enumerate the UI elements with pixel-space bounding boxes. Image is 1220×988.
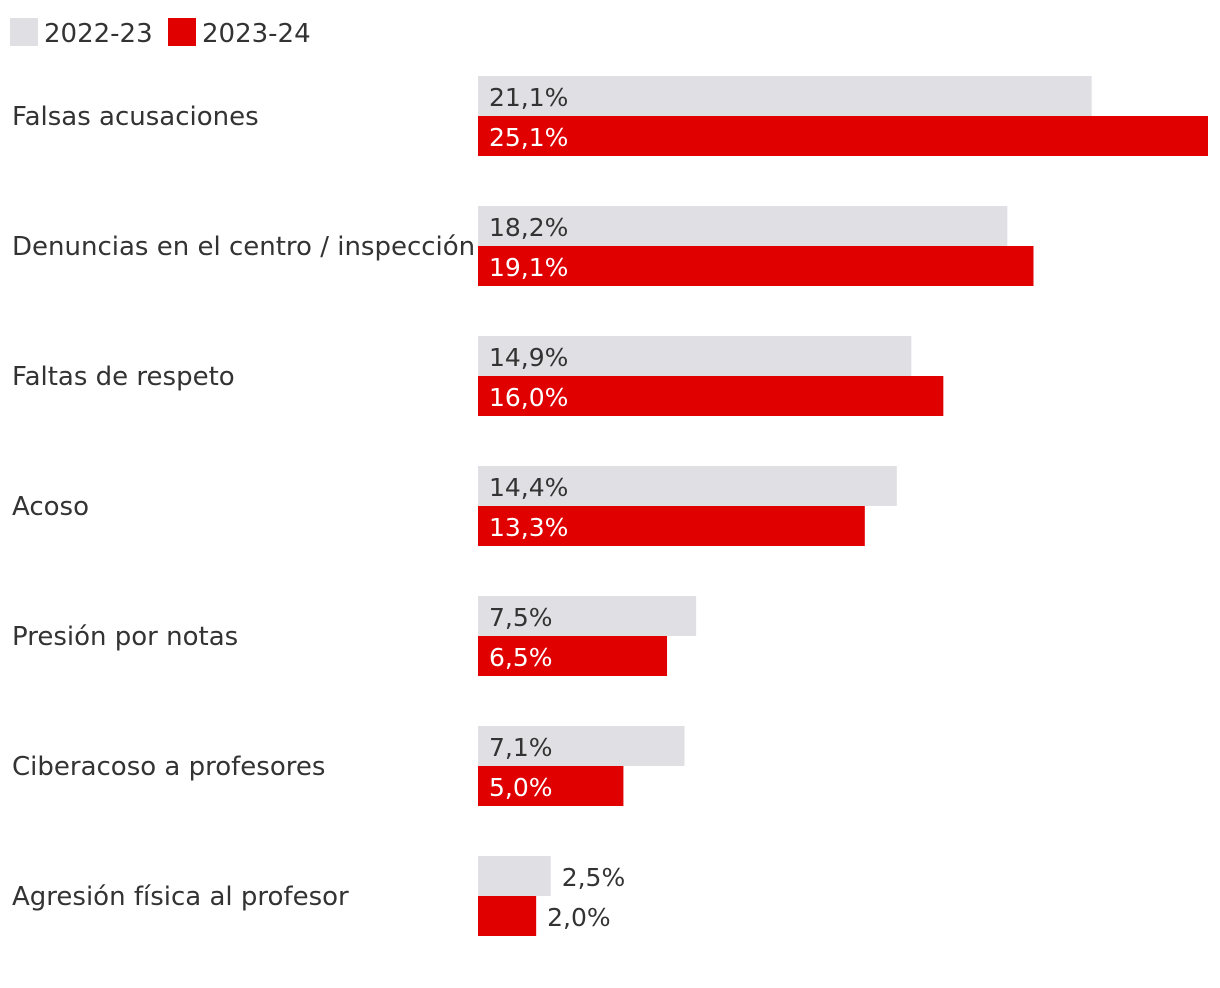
legend-swatch-2023-24: [168, 18, 196, 46]
value-label: 18,2%: [489, 213, 568, 242]
bar-2022-23: [478, 336, 912, 376]
bar-2023-24: [478, 376, 944, 416]
category-label: Falsas acusaciones: [12, 102, 259, 132]
value-label: 13,3%: [489, 513, 568, 542]
value-label: 5,0%: [489, 773, 553, 802]
category-label: Faltas de respeto: [12, 362, 235, 392]
bar-2022-23: [478, 596, 697, 636]
value-label: 7,5%: [489, 603, 553, 632]
value-label: 21,1%: [489, 83, 568, 112]
bar-2022-23: [478, 726, 685, 766]
legend: 2022-23 2023-24: [10, 18, 311, 49]
value-label: 19,1%: [489, 253, 568, 282]
value-label: 25,1%: [489, 123, 568, 152]
value-label: 2,5%: [562, 863, 626, 892]
value-label: 14,4%: [489, 473, 568, 502]
bar-2022-23: [478, 466, 897, 506]
bar-2023-24: [478, 116, 1208, 156]
value-label: 7,1%: [489, 733, 553, 762]
legend-swatch-2022-23: [10, 18, 38, 46]
bar-2022-23: [478, 76, 1092, 116]
value-label: 14,9%: [489, 343, 568, 372]
legend-label-2022-23: 2022-23: [44, 19, 153, 49]
category-label: Agresión física al profesor: [12, 882, 349, 912]
bar-2022-23: [478, 856, 551, 896]
category-label: Ciberacoso a profesores: [12, 752, 325, 782]
plot-area: Falsas acusaciones 21,1% 25,1% Denuncias en…: [12, 76, 1208, 936]
bar-2023-24: [478, 246, 1034, 286]
value-label: 16,0%: [489, 383, 568, 412]
bar-2022-23: [478, 206, 1008, 246]
bar-2023-24: [478, 766, 624, 806]
category-label: Presión por notas: [12, 622, 238, 652]
legend-label-2023-24: 2023-24: [202, 19, 311, 49]
value-label: 6,5%: [489, 643, 553, 672]
bar-2023-24: [478, 506, 865, 546]
bar-2023-24: [478, 896, 537, 936]
category-label: Denuncias en el centro / inspección: [12, 232, 475, 262]
value-label: 2,0%: [547, 903, 611, 932]
bar-2023-24: [478, 636, 668, 676]
category-label: Acoso: [12, 492, 89, 522]
